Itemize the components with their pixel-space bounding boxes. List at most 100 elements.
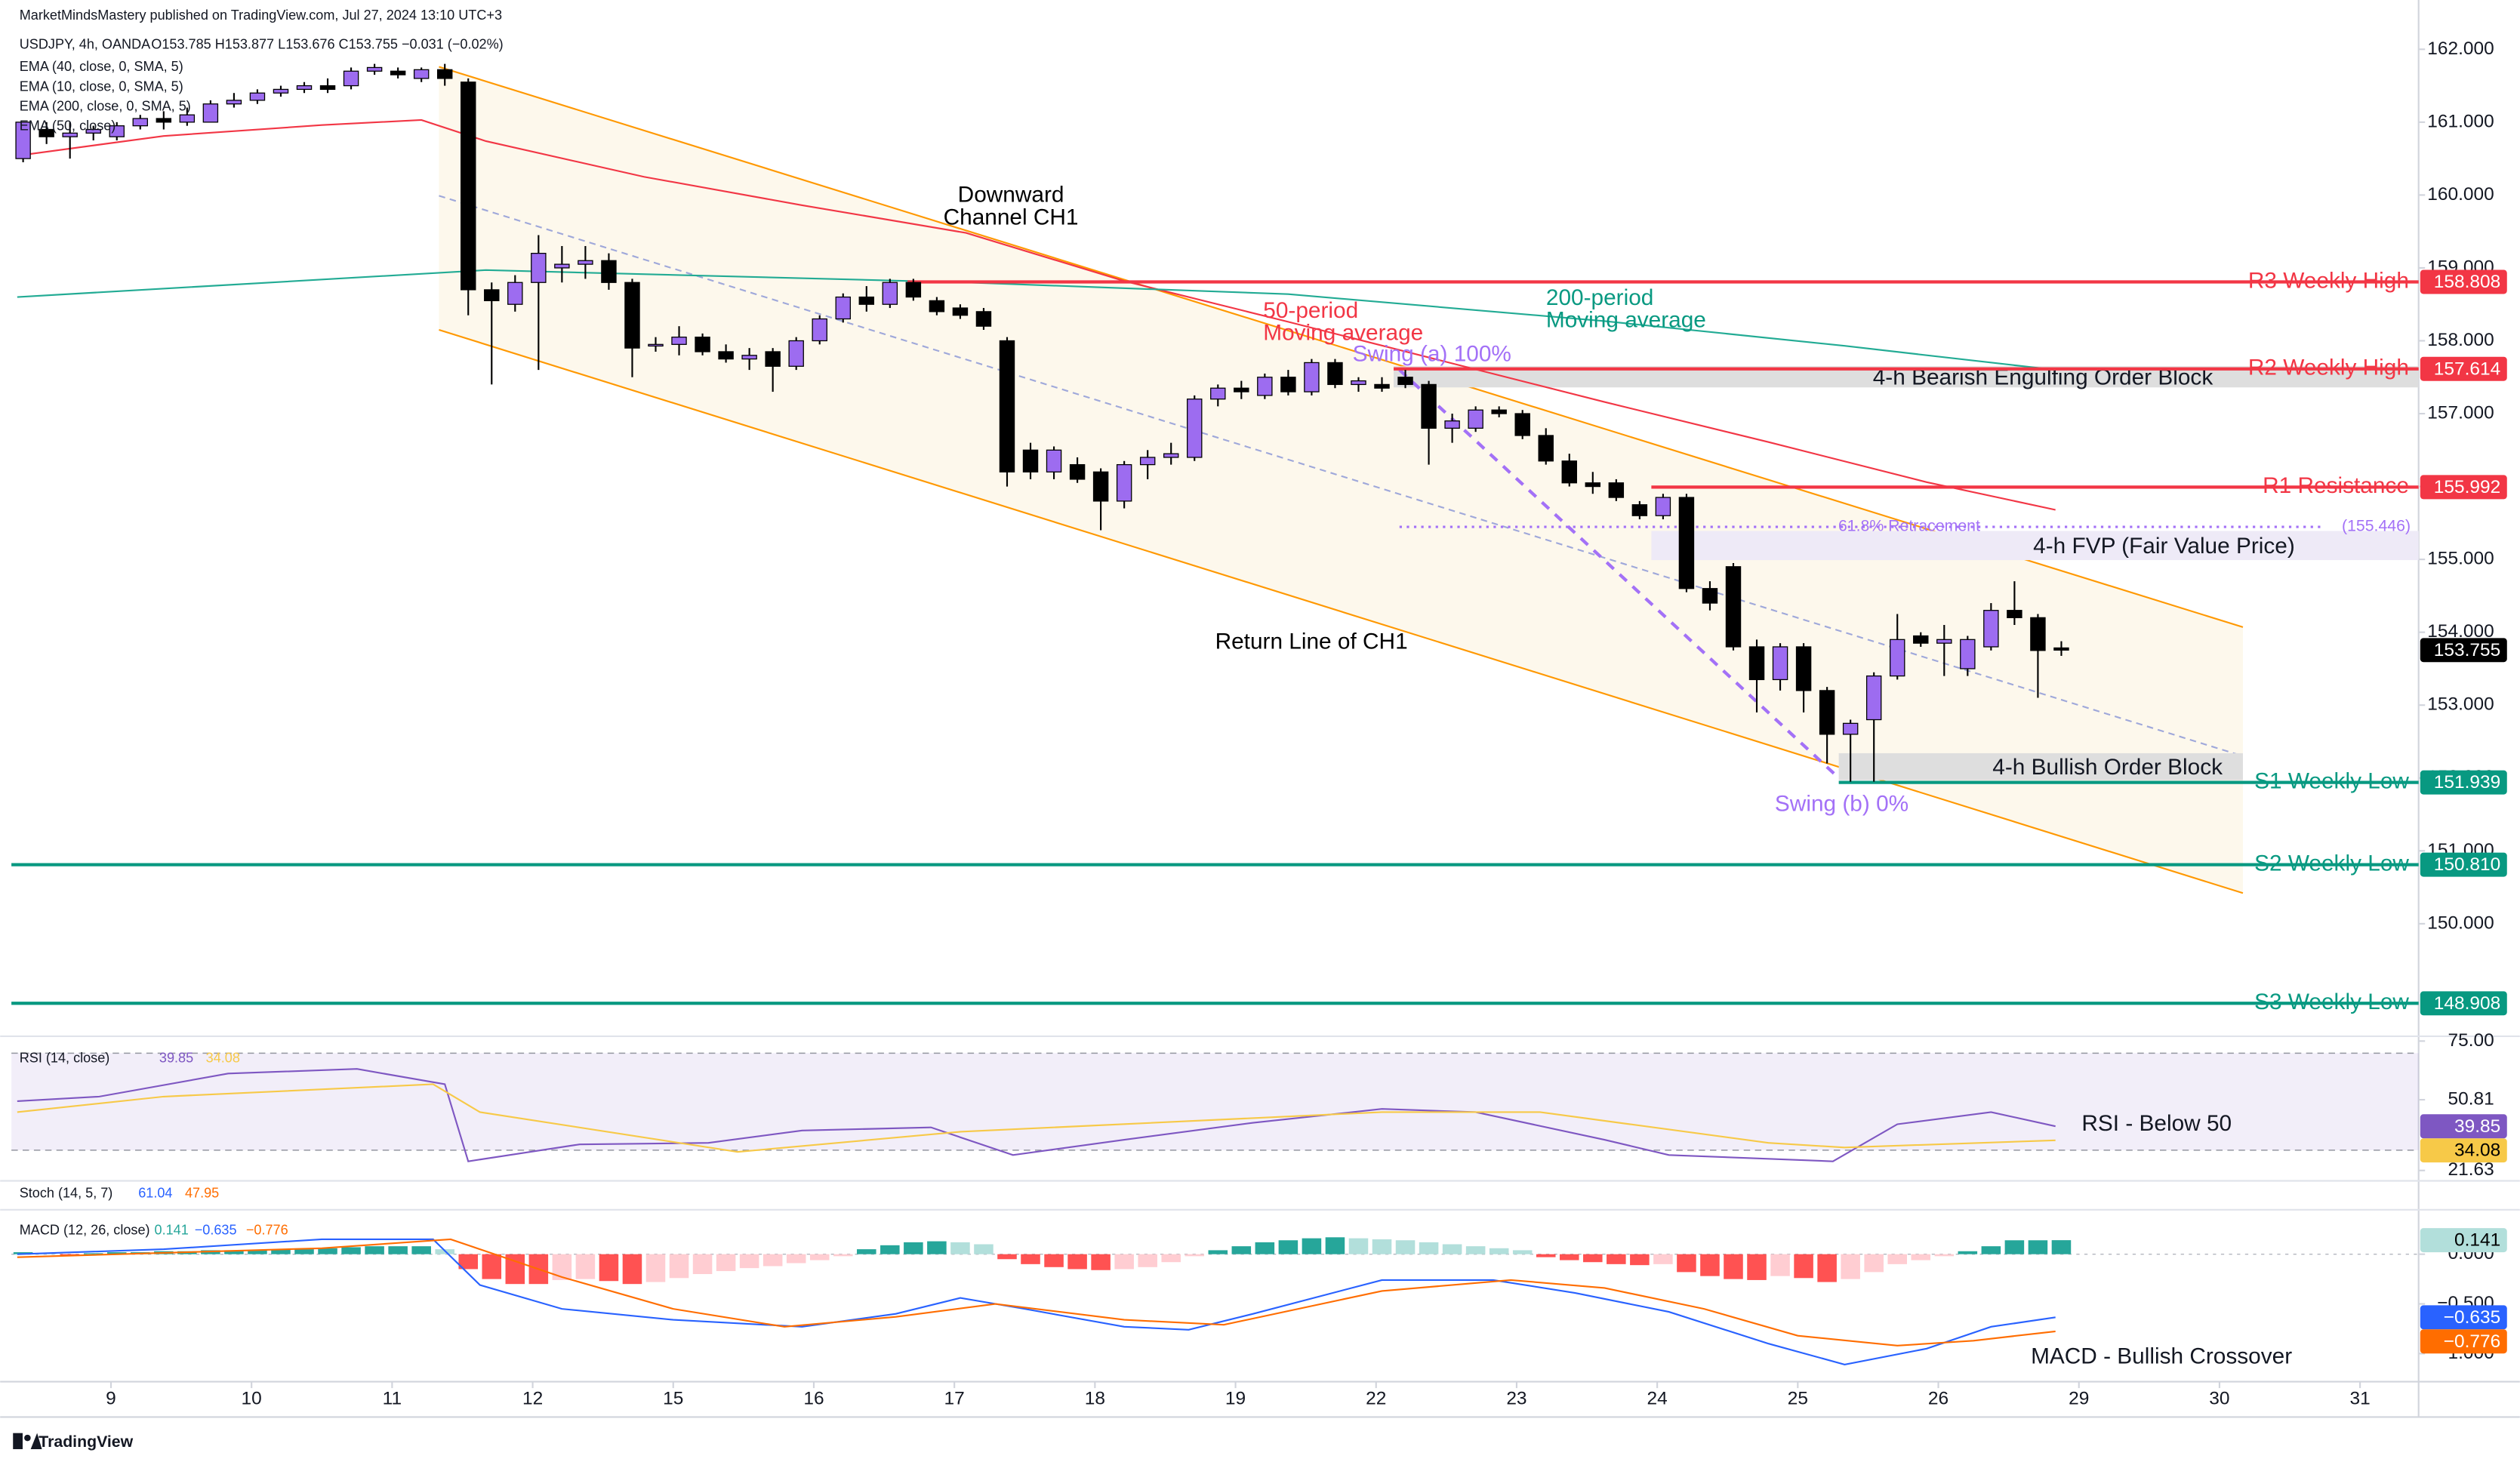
histogram-bar	[1091, 1254, 1111, 1270]
histogram-bar	[1302, 1238, 1322, 1254]
histogram-bar	[1419, 1242, 1439, 1254]
fib-label: 61.8% Retracement	[1838, 517, 1980, 535]
rsi-band	[11, 1053, 2419, 1150]
histogram-bar	[318, 1248, 337, 1254]
histogram-bar	[1114, 1254, 1134, 1270]
histogram-bar	[248, 1250, 267, 1254]
histogram-bar	[1724, 1254, 1743, 1279]
histogram-bar	[1817, 1254, 1837, 1282]
candle-body	[695, 337, 710, 352]
candle-body	[765, 351, 781, 367]
macd-line	[17, 1238, 2056, 1347]
channel-lower-line	[439, 328, 2244, 894]
x-tick-label: 26	[1928, 1388, 1949, 1408]
candle-body	[1655, 497, 1671, 516]
rsi-line	[17, 1083, 2056, 1153]
candle-body	[929, 300, 945, 312]
price-tag-label: 157.614	[2434, 359, 2500, 379]
histogram-bar	[1887, 1254, 1907, 1264]
histogram-bar	[224, 1250, 244, 1254]
candle-body	[975, 311, 992, 327]
price-tag-label: −0.635	[2444, 1307, 2501, 1328]
histogram-bar	[1348, 1238, 1369, 1254]
candle-body	[62, 132, 78, 137]
candle-body	[2053, 647, 2069, 651]
histogram-bar	[341, 1247, 361, 1254]
y-tick-label: 157.000	[2427, 402, 2494, 423]
price-tag	[2420, 475, 2507, 500]
candle-body	[1046, 449, 1062, 472]
rsi-line	[17, 1068, 2056, 1162]
histogram-bar	[716, 1254, 736, 1272]
candle-body	[1304, 362, 1320, 392]
price-tag	[2420, 1138, 2507, 1163]
candle-body	[882, 282, 898, 305]
candle-body	[1468, 409, 1483, 429]
histogram-bar	[1325, 1237, 1345, 1254]
candle-body	[461, 82, 476, 291]
moving-average-line	[17, 118, 2056, 511]
channel-fill	[439, 66, 2243, 894]
price-tag-label: 34.08	[2454, 1140, 2500, 1161]
candle-body	[343, 70, 359, 87]
price-tag	[2420, 1114, 2507, 1139]
histogram-bar	[739, 1254, 759, 1269]
pane-title: Stoch (14, 5, 7)	[20, 1185, 113, 1200]
annotation: Return Line of CH1	[1215, 629, 1408, 654]
histogram-bar	[950, 1242, 970, 1254]
candle-body	[1139, 457, 1156, 466]
candle-body	[1772, 646, 1788, 681]
symbol: USDJPY, 4h, OANDA	[20, 36, 151, 51]
level-label: R1 Resistance	[2263, 473, 2409, 498]
histogram-bar	[974, 1244, 994, 1254]
histogram-bar	[1559, 1254, 1579, 1260]
fib-value-label: (155.446)	[2342, 517, 2411, 535]
candle-body	[1116, 463, 1132, 502]
candle-body	[578, 260, 593, 265]
annotation: MACD - Bullish Crossover	[2031, 1344, 2292, 1369]
candle-body	[1819, 690, 1835, 735]
candle-body	[1538, 435, 1554, 462]
histogram-bar	[1794, 1254, 1813, 1279]
histogram-bar	[1958, 1251, 1978, 1254]
candle-body	[835, 296, 851, 320]
candle-body	[1702, 588, 1718, 604]
candle-body	[1022, 449, 1039, 472]
candle-body	[952, 307, 969, 316]
histogram-bar	[1185, 1254, 1205, 1257]
candle-body	[156, 118, 172, 123]
price-tag	[2420, 852, 2507, 877]
ohlc-line: O153.785 H153.877 L153.676 C153.755 −0.0…	[151, 36, 503, 51]
pane-value: −0.635	[195, 1222, 237, 1237]
histogram-bar	[1255, 1242, 1275, 1254]
level-label: R2 Weekly High	[2248, 355, 2409, 380]
histogram-bar	[1231, 1246, 1252, 1254]
candle-body	[788, 340, 804, 367]
x-tick-label: 11	[383, 1388, 402, 1408]
candle-body	[624, 282, 640, 349]
candle-body	[1795, 646, 1812, 691]
logo-mark	[13, 1433, 23, 1449]
candle-body	[2007, 610, 2022, 618]
candle-body	[249, 92, 266, 101]
candle-body	[999, 340, 1015, 472]
candle-body	[296, 85, 313, 91]
histogram-bar	[1278, 1240, 1299, 1254]
histogram-bar	[857, 1249, 876, 1254]
candle-body	[858, 296, 875, 305]
price-tag-label: −0.776	[2444, 1331, 2501, 1352]
price-tag-label: 150.810	[2434, 854, 2500, 875]
candle-body	[507, 282, 523, 305]
histogram-bar	[622, 1254, 642, 1285]
pane-title: RSI (14, close)	[20, 1051, 110, 1066]
x-tick-label: 31	[2350, 1388, 2371, 1408]
candle-body	[601, 260, 617, 283]
candle-body	[2030, 617, 2046, 651]
histogram-bar	[1138, 1254, 1157, 1267]
x-tick-label: 17	[944, 1388, 965, 1408]
candle-body	[671, 337, 687, 345]
candle-body	[1280, 377, 1296, 392]
